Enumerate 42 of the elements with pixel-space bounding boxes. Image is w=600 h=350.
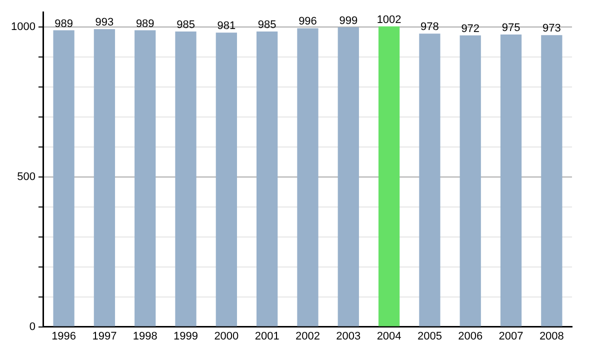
bar	[175, 31, 196, 326]
x-tick-label: 2001	[254, 330, 280, 342]
x-tick-label: 2006	[458, 330, 483, 342]
x-tick-label: 2008	[539, 330, 564, 342]
x-tick-label: 2003	[336, 330, 361, 342]
y-tick-label: 0	[29, 320, 36, 333]
bar	[500, 34, 522, 326]
data-label: 993	[95, 16, 114, 29]
data-label: 1002	[376, 14, 402, 26]
x-tick-label: 1997	[92, 330, 117, 342]
bar	[297, 28, 318, 326]
x-tick-label: 2002	[295, 330, 320, 342]
bar	[378, 26, 400, 326]
x-tick-label: 2007	[498, 330, 524, 342]
data-label: 972	[461, 22, 480, 35]
y-tick-label: 1000	[10, 21, 36, 34]
bar	[53, 30, 74, 326]
x-tick-label: 2000	[214, 330, 239, 342]
bar	[460, 35, 481, 326]
data-label: 999	[339, 14, 358, 27]
data-label: 985	[258, 19, 276, 32]
bar	[541, 35, 562, 326]
x-tick-label: 1999	[174, 330, 198, 342]
bar	[216, 32, 237, 326]
bar	[256, 31, 278, 326]
bar	[134, 30, 156, 326]
y-tick-label: 500	[17, 170, 36, 183]
bar	[338, 27, 359, 326]
data-label: 973	[542, 22, 561, 35]
data-label: 981	[217, 20, 236, 32]
bar	[419, 34, 440, 326]
data-label: 989	[136, 18, 154, 30]
bar	[94, 29, 116, 326]
data-label: 978	[420, 21, 439, 34]
x-tick-label: 1996	[52, 330, 76, 342]
data-label: 975	[502, 22, 520, 34]
data-label: 996	[298, 16, 317, 28]
data-label: 985	[176, 19, 195, 32]
x-tick-label: 1998	[132, 330, 158, 342]
x-tick-label: 2005	[417, 330, 442, 342]
data-label: 989	[54, 18, 73, 30]
x-tick-label: 2004	[376, 330, 402, 342]
